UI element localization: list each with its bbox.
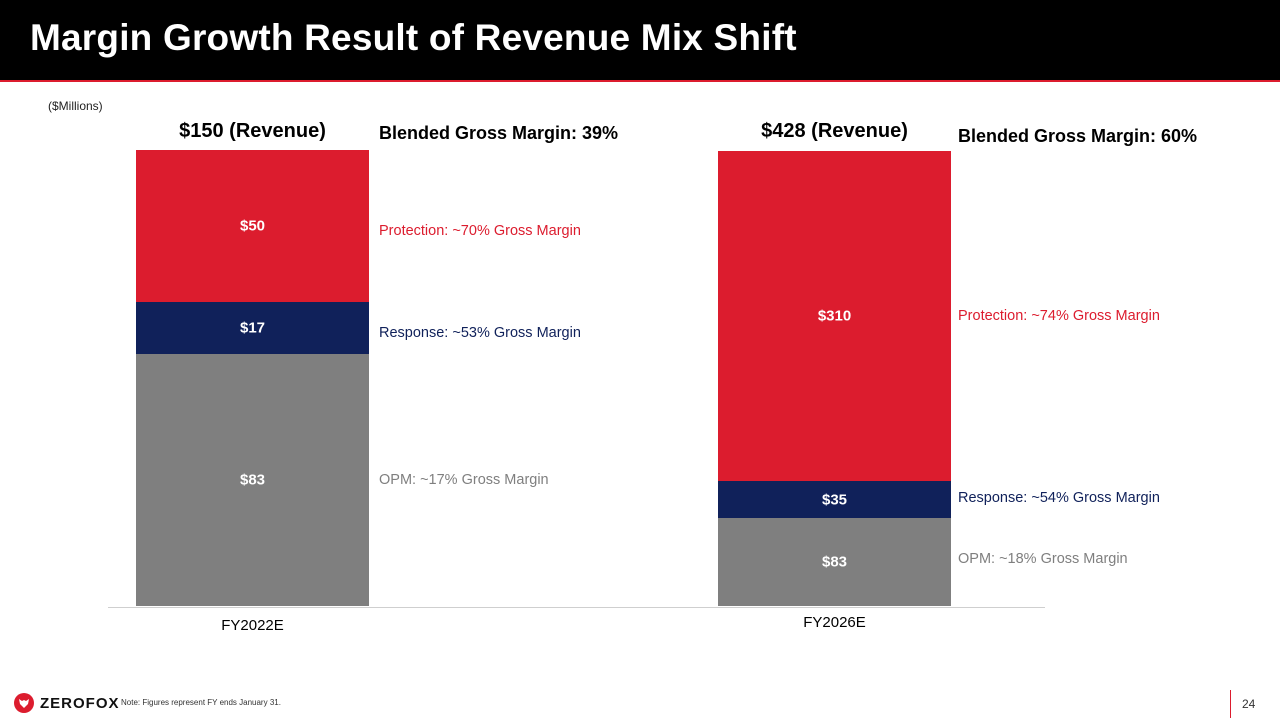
annotation-response-fy2026: Response: ~54% Gross Margin [958,490,1160,506]
bar-segment-response-fy2026: $35 [718,481,951,518]
logo-text: ZEROFOX [40,694,120,712]
x-axis-line [108,607,1045,608]
page-number-separator [1230,690,1231,718]
annotation-response-fy2022: Response: ~53% Gross Margin [379,325,581,341]
segment-value-label: $35 [821,491,848,508]
segment-value-label: $50 [239,217,266,235]
bar-segment-protection-fy2022: $50 [136,150,369,302]
annotation-protection-fy2022: Protection: ~70% Gross Margin [379,223,581,239]
slide-title: Margin Growth Result of Revenue Mix Shif… [30,17,797,58]
bar-segment-protection-fy2026: $310 [718,151,951,481]
bar-segment-opm-fy2026: $83 [718,518,951,606]
annotation-opm-fy2022: OPM: ~17% Gross Margin [379,472,549,488]
segment-value-label: $17 [239,319,266,337]
segment-value-label: $83 [821,553,848,571]
bar-segment-opm-fy2022: $83 [136,354,369,606]
category-label-fy2026: FY2026E [803,614,866,631]
blended-margin-fy2022: Blended Gross Margin: 39% [379,123,619,143]
category-label-fy2022: FY2022E [221,617,284,634]
segment-value-label: $83 [239,471,266,489]
total-label-fy2026: $428 (Revenue) [761,120,908,142]
annotation-opm-fy2026: OPM: ~18% Gross Margin [958,551,1128,567]
page-number: 24 [1242,697,1256,711]
zerofox-logo: ZEROFOX [14,693,120,713]
total-label-fy2022: $150 (Revenue) [179,120,326,142]
units-label: ($Millions) [48,99,103,113]
blended-margin-fy2026: Blended Gross Margin: 60% [958,126,1198,146]
bar-segment-response-fy2022: $17 [136,302,369,354]
title-bar: Margin Growth Result of Revenue Mix Shif… [0,0,1280,82]
footnote: Note: Figures represent FY ends January … [121,698,281,707]
annotation-protection-fy2026: Protection: ~74% Gross Margin [958,308,1160,324]
fox-logo-icon [14,693,34,713]
segment-value-label: $310 [817,307,852,325]
